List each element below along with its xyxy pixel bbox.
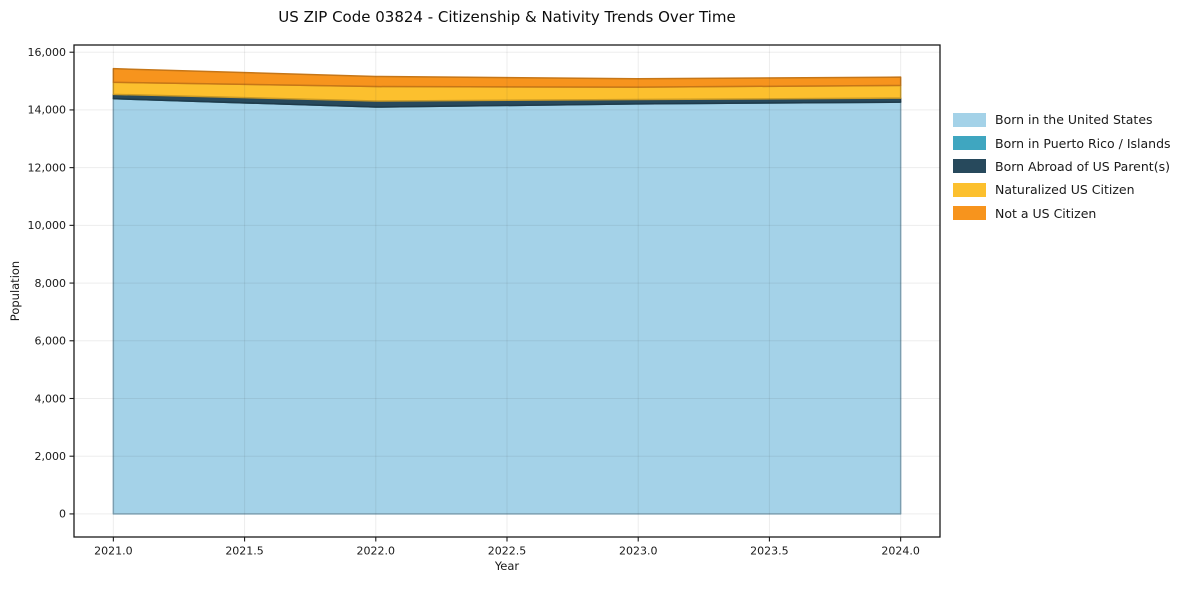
y-tick-label: 16,000: [28, 46, 67, 59]
legend: Born in the United States Born in Puerto …: [953, 108, 1171, 225]
legend-swatch-icon: [953, 112, 986, 127]
chart-title: US ZIP Code 03824 - Citizenship & Nativi…: [278, 8, 736, 26]
x-tick-label: 2022.0: [357, 545, 396, 558]
y-axis-label: Population: [8, 260, 22, 322]
legend-swatch-icon: [953, 182, 986, 197]
y-tick-label: 2,000: [35, 450, 67, 463]
y-tick-label: 10,000: [28, 219, 67, 232]
x-tick-label: 2021.5: [225, 545, 264, 558]
legend-item-1: Born in Puerto Rico / Islands: [953, 131, 1171, 154]
legend-label: Born in the United States: [995, 112, 1153, 128]
x-tick-label: 2022.5: [488, 545, 527, 558]
y-tick-label: 0: [59, 508, 66, 521]
grid-layer: [74, 45, 940, 537]
stacked-areas-layer: [112, 67, 902, 515]
y-tick-label: 12,000: [28, 161, 67, 174]
legend-label: Born Abroad of US Parent(s): [995, 158, 1170, 174]
legend-swatch-icon: [953, 206, 986, 221]
tick-labels: 2021.0 2021.5 2022.0 2022.5 2023.0 2023.5 2024…: [28, 46, 920, 557]
x-tick-label: 2021.0: [94, 545, 133, 558]
x-axis-label: Year: [494, 559, 520, 573]
legend-label: Naturalized US Citizen: [995, 182, 1135, 198]
legend-item-3: Naturalized US Citizen: [953, 178, 1171, 201]
y-tick-label: 14,000: [28, 104, 67, 117]
y-tick-label: 6,000: [35, 335, 67, 348]
legend-swatch-icon: [953, 136, 986, 151]
tick-marks: [69, 51, 902, 542]
legend-label: Born in Puerto Rico / Islands: [995, 135, 1171, 151]
x-tick-label: 2024.0: [881, 545, 920, 558]
x-tick-label: 2023.0: [619, 545, 658, 558]
y-tick-label: 8,000: [35, 277, 67, 290]
y-tick-label: 4,000: [35, 392, 67, 405]
legend-item-2: Born Abroad of US Parent(s): [953, 155, 1171, 178]
area-series-4: [112, 67, 902, 88]
legend-item-4: Not a US Citizen: [953, 202, 1171, 225]
legend-item-0: Born in the United States: [953, 108, 1171, 131]
legend-label: Not a US Citizen: [995, 205, 1097, 221]
x-tick-label: 2023.5: [750, 545, 789, 558]
legend-swatch-icon: [953, 159, 986, 174]
